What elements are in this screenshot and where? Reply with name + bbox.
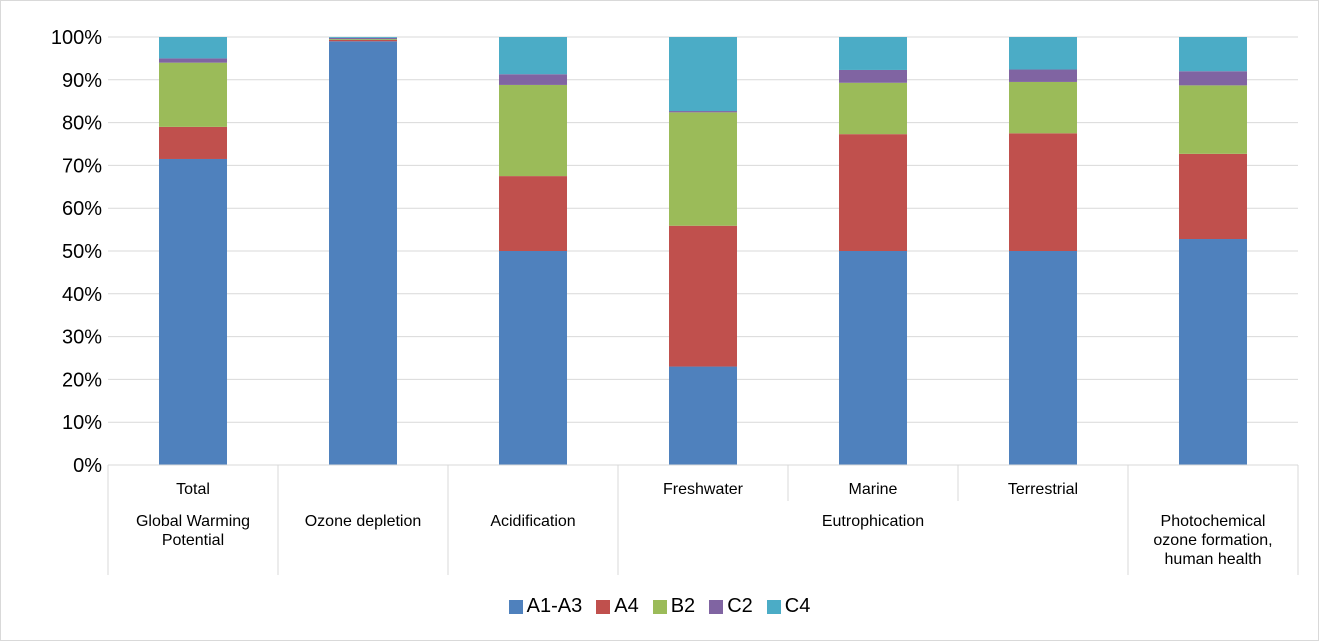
group-label: Global Warming Potential bbox=[136, 513, 250, 549]
bar-segment bbox=[329, 37, 397, 38]
bar-segment bbox=[839, 251, 907, 465]
legend-item: C2 bbox=[709, 595, 753, 618]
bar-segment bbox=[1009, 251, 1077, 465]
bar-segment bbox=[499, 251, 567, 465]
group-label: Acidification bbox=[490, 513, 575, 530]
bar-segment bbox=[329, 37, 397, 40]
category-label: Marine bbox=[849, 481, 898, 498]
legend: A1-A3 A4 B2 C2 C4 bbox=[0, 595, 1319, 618]
legend-item: A4 bbox=[596, 595, 639, 618]
bar-segment bbox=[669, 225, 737, 367]
category-label: Total bbox=[176, 481, 210, 498]
legend-label: C2 bbox=[727, 595, 753, 617]
bar-segment bbox=[839, 134, 907, 251]
group-label: Photochemical ozone formation, human healt… bbox=[1153, 513, 1272, 568]
y-tick-label: 80% bbox=[62, 113, 102, 135]
legend-swatch bbox=[652, 599, 667, 614]
bar-segment bbox=[1179, 37, 1247, 72]
legend-label: B2 bbox=[670, 595, 696, 617]
y-tick-label: 50% bbox=[62, 241, 102, 263]
legend-item: C4 bbox=[766, 595, 811, 618]
legend-swatch bbox=[508, 599, 523, 614]
bar-segment bbox=[499, 74, 567, 85]
y-tick-label: 20% bbox=[62, 369, 102, 391]
category-label: Freshwater bbox=[663, 481, 744, 498]
bar-segment bbox=[839, 37, 907, 70]
y-tick-label: 100% bbox=[51, 27, 102, 49]
category-label: Terrestrial bbox=[1008, 481, 1078, 498]
group-label: Eutrophication bbox=[822, 513, 924, 530]
y-tick-label: 40% bbox=[62, 284, 102, 306]
bar-segment bbox=[1179, 71, 1247, 86]
legend-item: B2 bbox=[652, 595, 696, 618]
bar-segment bbox=[159, 126, 227, 159]
bar-segment bbox=[1009, 69, 1077, 82]
y-tick-label: 0% bbox=[73, 455, 102, 477]
bar-segment bbox=[839, 82, 907, 135]
y-tick-label: 70% bbox=[62, 155, 102, 177]
bar-segment bbox=[1179, 153, 1247, 240]
bar-segment bbox=[669, 111, 737, 113]
bar-segment bbox=[669, 37, 737, 112]
y-tick-label: 60% bbox=[62, 198, 102, 220]
legend-swatch bbox=[766, 599, 781, 614]
bar-segment bbox=[499, 37, 567, 75]
bar-segment bbox=[1009, 81, 1077, 134]
bar-segment bbox=[329, 39, 397, 40]
legend-label: A4 bbox=[614, 595, 639, 617]
bar-segment bbox=[669, 112, 737, 226]
bar-segment bbox=[1009, 133, 1077, 251]
bar-segment bbox=[499, 84, 567, 177]
legend-swatch bbox=[596, 599, 611, 614]
legend-label: C4 bbox=[784, 595, 811, 617]
y-tick-label: 30% bbox=[62, 327, 102, 349]
bar-segment bbox=[1179, 85, 1247, 154]
bar-segment bbox=[1009, 37, 1077, 70]
bar-segment bbox=[839, 69, 907, 83]
legend-label: A1-A3 bbox=[526, 595, 583, 617]
bar-segment bbox=[499, 176, 567, 251]
bar-segment bbox=[159, 58, 227, 63]
bar-segment bbox=[1179, 239, 1247, 465]
bar-segment bbox=[159, 158, 227, 466]
y-tick-label: 90% bbox=[62, 70, 102, 92]
legend-item: A1-A3 bbox=[508, 595, 583, 618]
legend-swatch bbox=[709, 599, 724, 614]
bar-segment bbox=[329, 39, 397, 42]
bar-segment bbox=[329, 41, 397, 465]
bar-segment bbox=[159, 62, 227, 127]
group-label: Ozone depletion bbox=[305, 513, 422, 530]
bar-segment bbox=[159, 37, 227, 59]
bar-segment bbox=[669, 366, 737, 465]
y-tick-label: 10% bbox=[62, 412, 102, 434]
